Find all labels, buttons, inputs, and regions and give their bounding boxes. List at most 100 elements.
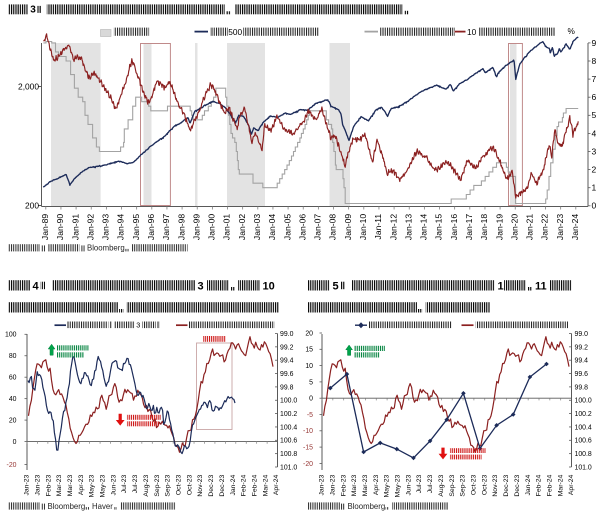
svg-text:Jan-03: Jan-03 [252,214,262,240]
svg-text:Jan-23: Jan-23 [34,474,41,495]
svg-text:99.2: 99.2 [280,344,294,351]
svg-text:101.0: 101.0 [575,464,592,471]
svg-text:11: 11 [535,280,547,292]
svg-text:Apr-24: Apr-24 [273,474,280,495]
svg-text:Jan-97: Jan-97 [161,214,171,240]
svg-text:-20: -20 [7,462,17,469]
svg-text:Jan-14: Jan-14 [419,214,429,240]
svg-text:5: 5 [309,379,313,386]
svg-text:Sep-23: Sep-23 [460,474,467,496]
svg-text:Apr-23: Apr-23 [373,474,380,495]
svg-text:20: 20 [305,330,313,337]
svg-text:Jan-89: Jan-89 [40,214,50,240]
svg-text:Mar-23: Mar-23 [56,474,63,496]
svg-text:May-23: May-23 [100,474,107,497]
svg-text:Bloomberg: Bloomberg [48,502,86,511]
svg-text:Apr-23: Apr-23 [78,474,85,495]
svg-text:Sep-23: Sep-23 [449,474,456,496]
svg-text:9: 9 [592,38,597,48]
svg-text:4: 4 [592,128,597,138]
svg-text:Feb-24: Feb-24 [241,474,248,496]
svg-text:100: 100 [5,332,17,339]
svg-text:99.2: 99.2 [575,344,589,351]
svg-text:99.4: 99.4 [280,358,294,365]
svg-text:15: 15 [305,347,313,354]
svg-text:May-23: May-23 [395,474,402,497]
svg-text:Jan-09: Jan-09 [343,214,353,240]
svg-text:Jan-17: Jan-17 [464,214,474,240]
svg-text:Jan-24: Jan-24 [570,214,580,240]
svg-text:100.2: 100.2 [575,411,592,418]
svg-text:Jun-23: Jun-23 [110,474,117,495]
svg-text:Jul-23: Jul-23 [121,474,128,493]
svg-text:Bloomberg: Bloomberg [348,502,386,511]
svg-text:100.2: 100.2 [280,411,297,418]
svg-text:0: 0 [592,201,597,211]
svg-text:Dec-23: Dec-23 [208,474,215,496]
svg-text:5: 5 [333,280,339,292]
svg-text:200: 200 [25,200,39,210]
svg-text:3: 3 [30,5,36,16]
svg-text:-5: -5 [307,412,313,419]
svg-text:99.6: 99.6 [280,371,294,378]
svg-text:Jan-02: Jan-02 [237,214,247,240]
svg-text:Jan-23: Jan-23 [24,474,31,495]
svg-text:101.0: 101.0 [280,464,297,471]
svg-text:Jan-04: Jan-04 [267,214,277,240]
svg-text:Haver: Haver [92,502,113,511]
svg-text:0: 0 [13,439,17,446]
svg-text:Jan-13: Jan-13 [403,214,413,240]
svg-text:99.4: 99.4 [575,358,589,365]
svg-text:99.8: 99.8 [575,384,589,391]
svg-text:Jan-99: Jan-99 [191,214,201,240]
svg-text:20: 20 [9,418,17,425]
svg-text:1: 1 [498,280,504,292]
svg-text:99.6: 99.6 [575,371,589,378]
svg-text:-10: -10 [303,428,313,435]
svg-text:0: 0 [309,396,313,403]
svg-text:Jan-10: Jan-10 [358,214,368,240]
svg-text:Dec-23: Dec-23 [514,474,521,496]
svg-text:Feb-24: Feb-24 [546,474,553,496]
svg-text:100.6: 100.6 [280,438,297,445]
svg-text:Jan-00: Jan-00 [207,214,217,240]
svg-text:Sep-23: Sep-23 [165,474,172,496]
svg-text:Jan-96: Jan-96 [146,214,156,240]
svg-text:Jan-20: Jan-20 [509,214,519,240]
svg-text:100.8: 100.8 [575,451,592,458]
svg-text:Jan-07: Jan-07 [313,214,323,240]
svg-text:Oct-23: Oct-23 [176,474,183,495]
svg-text:Dec-23: Dec-23 [503,474,510,496]
svg-text:Apr-24: Apr-24 [568,474,575,495]
svg-text:5: 5 [592,110,597,120]
svg-text:Jan-24: Jan-24 [230,474,237,495]
svg-text:100.8: 100.8 [280,451,297,458]
svg-text:Feb-23: Feb-23 [45,474,52,496]
svg-text:99.8: 99.8 [280,384,294,391]
svg-text:Jan-15: Jan-15 [434,214,444,240]
svg-text:100.4: 100.4 [575,424,592,431]
svg-text:Aug-23: Aug-23 [438,474,445,496]
svg-text:Mar-24: Mar-24 [262,474,269,496]
svg-text:10: 10 [467,27,477,37]
svg-text:500: 500 [228,27,242,37]
svg-text:100.0: 100.0 [280,398,297,405]
svg-text:99.0: 99.0 [575,331,589,338]
svg-text:100.6: 100.6 [575,438,592,445]
svg-text:3: 3 [592,146,597,156]
svg-text:Jul-23: Jul-23 [427,474,434,493]
svg-text:Jan-01: Jan-01 [222,214,232,240]
svg-text:Bloomberg: Bloomberg [87,244,125,253]
svg-text:Oct-23: Oct-23 [481,474,488,495]
svg-text:3: 3 [136,321,140,330]
svg-text:Jan-91: Jan-91 [70,214,80,240]
svg-text:Mar-23: Mar-23 [362,474,369,496]
svg-text:80: 80 [9,353,17,360]
svg-text:8: 8 [592,56,597,66]
svg-text:Jan-08: Jan-08 [328,214,338,240]
svg-text:Jan-90: Jan-90 [55,214,65,240]
svg-text:Jan-05: Jan-05 [282,214,292,240]
svg-text:Jan-19: Jan-19 [494,214,504,240]
svg-text:Jan-21: Jan-21 [525,214,535,240]
svg-text:Jan-98: Jan-98 [176,214,186,240]
